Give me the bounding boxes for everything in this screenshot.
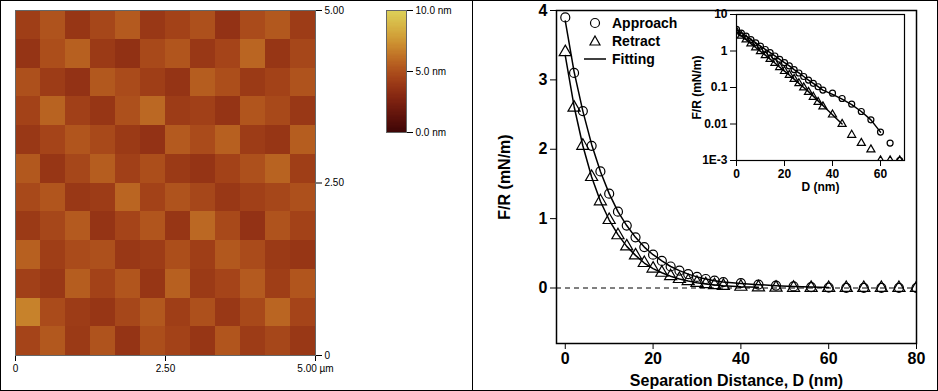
html-text:Retract: Retract (612, 33, 661, 49)
svg-text:0.01: 0.01 (704, 117, 728, 131)
svg-text:10: 10 (714, 7, 728, 21)
svg-text:20: 20 (644, 350, 662, 367)
svg-text:3: 3 (539, 71, 548, 88)
svg-text:40: 40 (825, 167, 840, 181)
svg-text:F/R (mN/m): F/R (mN/m) (690, 56, 704, 120)
svg-text:0: 0 (13, 363, 19, 374)
svg-text:2.50: 2.50 (325, 177, 345, 188)
svg-text:1: 1 (721, 44, 728, 58)
svg-text:0: 0 (539, 279, 548, 296)
svg-text:2: 2 (539, 140, 548, 157)
svg-text:5.0 nm: 5.0 nm (416, 66, 447, 77)
svg-text:0.0 nm: 0.0 nm (416, 127, 447, 138)
svg-text:F/R (mN/m): F/R (mN/m) (496, 134, 513, 219)
svg-text:0: 0 (561, 350, 570, 367)
svg-text:1E-3: 1E-3 (702, 153, 728, 167)
svg-text:4: 4 (539, 2, 548, 19)
svg-text:2.50: 2.50 (156, 363, 176, 374)
svg-text:60: 60 (820, 350, 838, 367)
svg-text:60: 60 (874, 167, 888, 181)
svg-text:0: 0 (733, 167, 740, 181)
svg-text:0: 0 (325, 350, 331, 361)
svg-text:20: 20 (778, 167, 792, 181)
html-text:Fitting: Fitting (612, 51, 655, 67)
svg-text:40: 40 (732, 350, 750, 367)
svg-text:D (nm): D (nm) (802, 180, 840, 194)
svg-text:5.00: 5.00 (325, 5, 345, 16)
svg-text:80: 80 (908, 350, 926, 367)
svg-text:10.0 nm: 10.0 nm (416, 5, 452, 16)
svg-text:0.1: 0.1 (711, 80, 728, 94)
svg-text:1: 1 (539, 210, 548, 227)
svg-text:Separation Distance, D (nm): Separation Distance, D (nm) (630, 372, 843, 389)
html-text:Approach: Approach (612, 15, 678, 31)
svg-text:5.00 µm: 5.00 µm (297, 363, 333, 374)
